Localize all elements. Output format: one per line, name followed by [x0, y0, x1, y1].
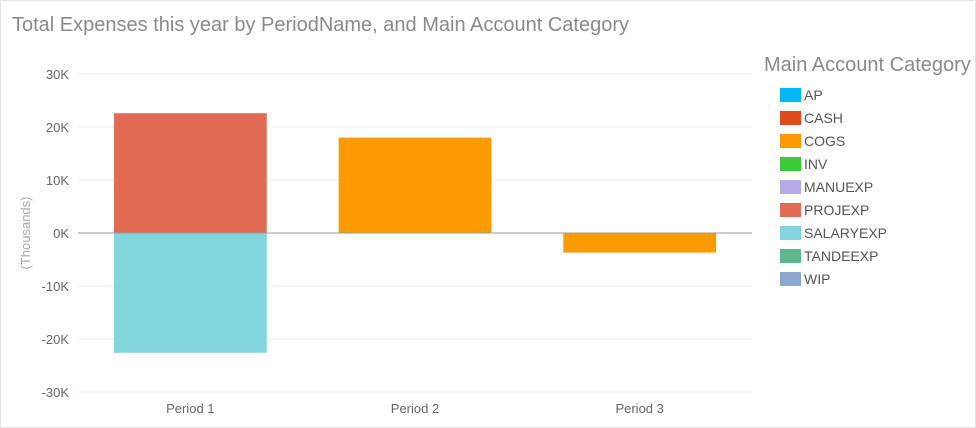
- legend-swatch: [780, 202, 801, 217]
- legend-label: COGS: [804, 132, 846, 149]
- y-axis-title: (Thousands): [18, 197, 33, 270]
- bar-salaryexp-period-1[interactable]: [113, 233, 267, 353]
- legend-title: Main Account Category: [764, 54, 971, 76]
- legend-item-cash[interactable]: CASH: [780, 106, 887, 129]
- legend-item-projexp[interactable]: PROJEXP: [780, 198, 887, 221]
- y-tick-label: 30K: [46, 67, 69, 82]
- y-axis-ticks: 30K 20K 10K 0K -10K -20K -30K: [42, 67, 70, 400]
- y-tick-label: -30K: [42, 385, 70, 400]
- legend-swatch: [780, 179, 801, 194]
- legend-swatch: [780, 110, 801, 125]
- y-tick-label: 10K: [46, 173, 69, 188]
- bars: [113, 113, 717, 353]
- legend-item-wip[interactable]: WIP: [780, 267, 887, 290]
- legend-item-manuexp[interactable]: MANUEXP: [780, 175, 887, 198]
- legend-label: PROJEXP: [804, 201, 870, 218]
- legend-label: SALARYEXP: [804, 224, 888, 241]
- bar-cogs-period-3[interactable]: [563, 233, 717, 253]
- legend-label: TANDEEXP: [804, 247, 879, 264]
- legend-swatch: [780, 156, 801, 171]
- legend-swatch: [780, 133, 801, 148]
- y-tick-label: -20K: [42, 332, 70, 347]
- bar-projexp-period-1[interactable]: [113, 113, 267, 233]
- x-tick-label: Period 2: [391, 401, 439, 416]
- legend-swatch: [780, 248, 801, 263]
- legend-item-salaryexp[interactable]: SALARYEXP: [780, 221, 887, 244]
- legend-item-tandeexp[interactable]: TANDEEXP: [780, 244, 887, 267]
- legend-item-ap[interactable]: AP: [780, 83, 887, 106]
- legend-label: MANUEXP: [804, 178, 874, 195]
- legend: AP CASH COGS INV MANUEXP PROJEXP SALARYEXP TAND…: [780, 83, 887, 290]
- chart-title: Total Expenses this year by PeriodName, …: [12, 14, 629, 36]
- legend-item-inv[interactable]: INV: [780, 152, 887, 175]
- x-tick-label: Period 3: [615, 401, 663, 416]
- bar-cogs-period-2[interactable]: [338, 137, 492, 233]
- x-tick-label: Period 1: [166, 401, 214, 416]
- legend-swatch: [780, 225, 801, 240]
- x-axis-ticks: Period 1 Period 2 Period 3: [166, 401, 664, 416]
- legend-label: INV: [804, 155, 828, 172]
- legend-swatch: [780, 87, 801, 102]
- legend-label: AP: [804, 86, 823, 103]
- y-tick-label: 0K: [53, 226, 69, 241]
- legend-label: WIP: [804, 270, 831, 287]
- legend-swatch: [780, 271, 801, 286]
- legend-item-cogs[interactable]: COGS: [780, 129, 887, 152]
- y-tick-label: 20K: [46, 120, 69, 135]
- y-tick-label: -10K: [42, 279, 70, 294]
- legend-label: CASH: [804, 109, 843, 126]
